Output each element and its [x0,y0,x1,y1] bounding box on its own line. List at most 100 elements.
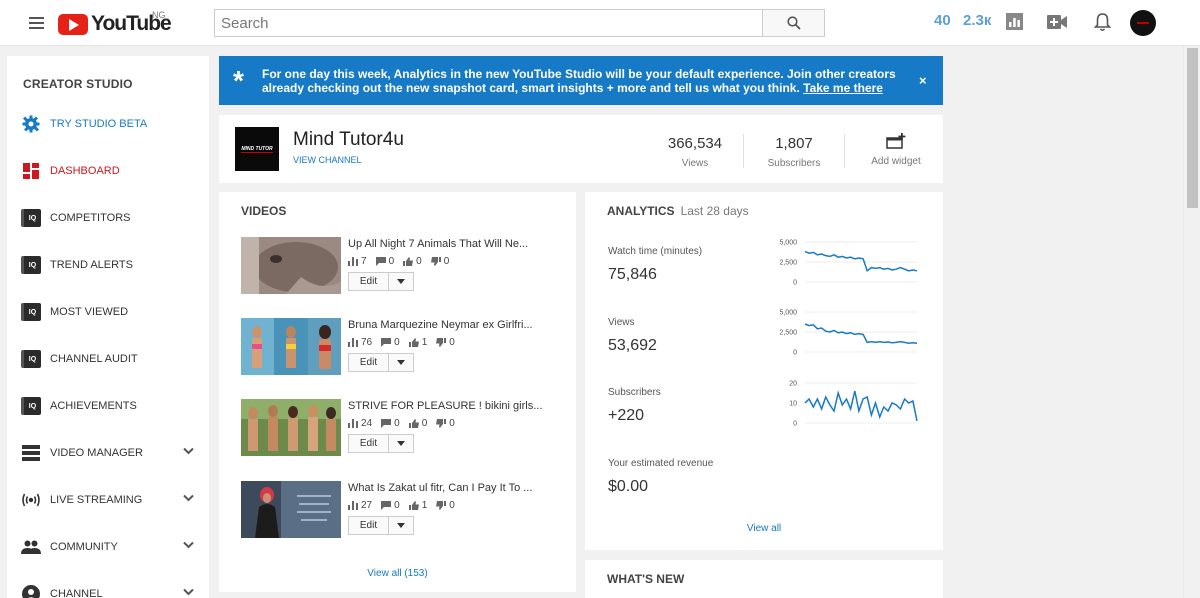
sidebar-item-trend-alerts[interactable]: IQ TREND ALERTS [7,250,209,280]
video-item: STRIVE FOR PLEASURE ! bikini girls... 24… [241,399,561,459]
dislikes-stat: 0 [436,337,455,348]
videos-title: VIDEOS [241,204,287,218]
edit-dropdown[interactable] [389,354,413,371]
edit-button[interactable]: Edit [349,354,389,371]
video-stats: 76 0 1 0 [348,337,464,348]
video-title[interactable]: What Is Zakat ul fitr, Can I Pay It To .… [348,482,533,494]
menu-icon[interactable] [29,17,44,29]
video-title[interactable]: Bruna Marquezine Neymar ex Girlfri... [348,319,533,331]
video-title[interactable]: Up All Night 7 Animals That Will Ne... [348,238,529,250]
view-all-analytics-link[interactable]: View all [746,523,782,534]
video-thumbnail[interactable] [241,318,341,375]
edit-dropdown[interactable] [389,517,413,534]
subscribers-count: 1,807 [775,135,813,152]
comments-stat: 0 [381,337,400,348]
sidebar-item-live-streaming[interactable]: LIVE STREAMING [7,485,209,515]
analytics-icon[interactable] [1006,13,1023,35]
edit-dropdown[interactable] [389,435,413,452]
sidebar-item-video-manager[interactable]: VIDEO MANAGER [7,438,209,468]
sidebar-item-label: COMMUNITY [50,541,118,553]
search-input[interactable] [215,10,763,36]
subscribers-value: +220 [608,407,645,424]
sidebar-item-try-studio-beta[interactable]: TRY STUDIO BETA [7,109,209,139]
sidebar-item-channel-audit[interactable]: IQ CHANNEL AUDIT [7,344,209,374]
channel-card: MIND TUTOR Mind Tutor4u VIEW CHANNEL 366… [219,115,943,183]
edit-button-group: Edit [348,272,414,291]
sidebar-item-competitors[interactable]: IQ COMPETITORS [7,203,209,233]
subscribers-sparkline[interactable]: 20 10 0 [765,377,925,427]
video-item: What Is Zakat ul fitr, Can I Pay It To .… [241,481,561,541]
top-bar: YouTube NG 40 2.3к [0,0,1200,46]
video-stats: 24 0 0 0 [348,418,464,429]
logo-text: YouTube [91,12,172,35]
view-all-videos-link[interactable]: View all (153) [367,568,428,579]
sparkline-tick-label: 0 [793,421,797,428]
take-me-there-link[interactable]: Take me there [803,81,883,95]
channel-name: Mind Tutor4u [293,129,404,150]
sidebar-item-channel[interactable]: CHANNEL [7,579,209,598]
bar-chart-icon [348,501,358,510]
iq-icon: IQ [21,208,41,228]
edit-button-group: Edit [348,353,414,372]
views-stat: 366,534 Views [657,135,733,169]
comment-icon [381,338,392,347]
upload-video-icon[interactable] [1047,15,1067,34]
edit-dropdown[interactable] [389,273,413,290]
likes-stat: 1 [408,500,428,511]
video-thumbnail[interactable] [241,481,341,538]
sparkline-tick-label: 5,000 [779,240,797,247]
search-button[interactable] [762,9,825,37]
sidebar-item-achievements[interactable]: IQ ACHIEVEMENTS [7,391,209,421]
view-channel-link[interactable]: VIEW CHANNEL [293,155,362,165]
edit-button[interactable]: Edit [349,273,389,290]
likes-stat: 0 [408,418,428,429]
video-title[interactable]: STRIVE FOR PLEASURE ! bikini girls... [348,400,543,412]
analytics-header: ANALYTICS Last 28 days [607,204,749,218]
comments-stat: 0 [381,418,400,429]
watch-time-sparkline[interactable]: 5,000 2,500 0 [765,236,925,286]
video-comments: 0 [394,500,400,511]
add-widget-button[interactable]: Add widget [862,133,930,167]
video-likes: 1 [421,500,428,511]
dashboard-icon [21,161,41,181]
views-stat: 27 [348,500,372,511]
video-views: 27 [361,500,373,511]
sidebar-item-label: TRY STUDIO BETA [50,118,148,130]
sidebar-item-label: DASHBOARD [50,165,120,177]
sparkline-tick-label: 2,500 [779,330,797,337]
bar-chart-icon [348,419,358,428]
sidebar-item-community[interactable]: COMMUNITY [7,532,209,562]
sidebar-item-most-viewed[interactable]: IQ MOST VIEWED [7,297,209,327]
notifications-bell-icon[interactable] [1093,12,1112,37]
thumbs-up-icon [408,338,419,347]
chevron-down-icon[interactable] [183,447,194,455]
chevron-down-icon[interactable] [183,541,194,549]
chevron-down-icon[interactable] [183,494,194,502]
views-sparkline[interactable]: 5,000 2,500 0 [765,306,925,356]
youtube-logo[interactable]: YouTube [58,12,172,36]
top-stat-1[interactable]: 40 [934,12,951,29]
add-widget-label: Add widget [871,156,921,167]
avatar[interactable] [1130,10,1156,36]
views-count: 366,534 [667,135,723,152]
close-icon[interactable]: × [919,73,927,88]
video-views: 76 [361,337,373,348]
likes-stat: 0 [403,256,422,267]
video-thumbnail[interactable] [241,237,341,294]
subscribers-stat: 1,807 Subscribers [758,135,830,169]
video-thumbnail[interactable] [241,399,341,456]
video-dislikes: 0 [449,418,455,429]
comment-icon [375,257,386,266]
channel-thumbnail[interactable]: MIND TUTOR [235,127,279,171]
top-stat-2[interactable]: 2.3к [963,12,992,29]
gear-icon [21,114,41,134]
sidebar-item-label: TREND ALERTS [50,259,133,271]
video-likes: 0 [421,418,428,429]
page-scrollbar[interactable] [1183,46,1200,598]
sidebar-item-dashboard[interactable]: DASHBOARD [7,156,209,186]
edit-button[interactable]: Edit [349,517,389,534]
bar-chart-icon [348,338,358,347]
scrollbar-thumb[interactable] [1187,48,1198,208]
edit-button[interactable]: Edit [349,435,389,452]
chevron-down-icon[interactable] [183,588,194,596]
